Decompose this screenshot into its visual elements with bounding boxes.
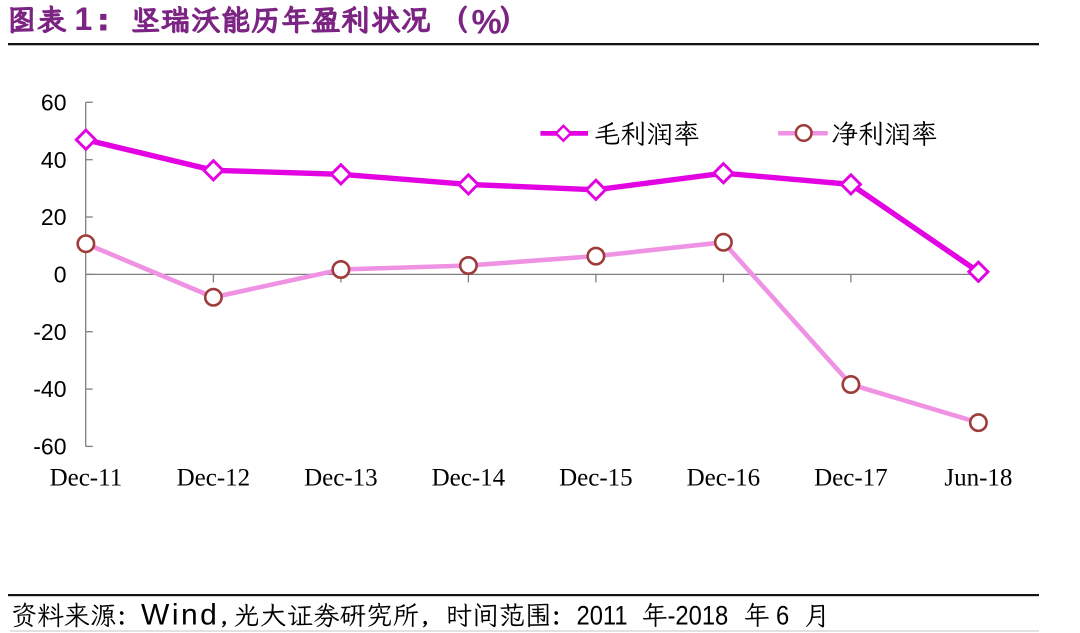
svg-text:-60: -60 [33,434,66,460]
svg-text:%: % [472,4,502,42]
svg-text:0: 0 [54,262,67,288]
svg-text:-20: -20 [33,319,66,345]
svg-text:60: 60 [41,90,67,116]
svg-text:Jun-18: Jun-18 [944,465,1012,492]
svg-text:-2018: -2018 [668,601,729,631]
svg-text:Dec-14: Dec-14 [432,465,506,492]
svg-text:2011: 2011 [577,601,628,631]
svg-text:1: 1 [75,1,93,37]
svg-text:Dec-17: Dec-17 [814,465,888,492]
svg-text:Dec-12: Dec-12 [177,465,251,492]
svg-text:-40: -40 [33,376,66,402]
svg-text:40: 40 [41,147,67,173]
svg-text:Dec-11: Dec-11 [50,465,123,492]
svg-text:Wind: Wind [141,599,219,632]
svg-text:20: 20 [41,204,67,230]
svg-text:Dec-15: Dec-15 [559,465,633,492]
svg-text:Dec-13: Dec-13 [304,465,378,492]
svg-text:Dec-16: Dec-16 [687,465,761,492]
svg-text:6: 6 [776,601,789,631]
